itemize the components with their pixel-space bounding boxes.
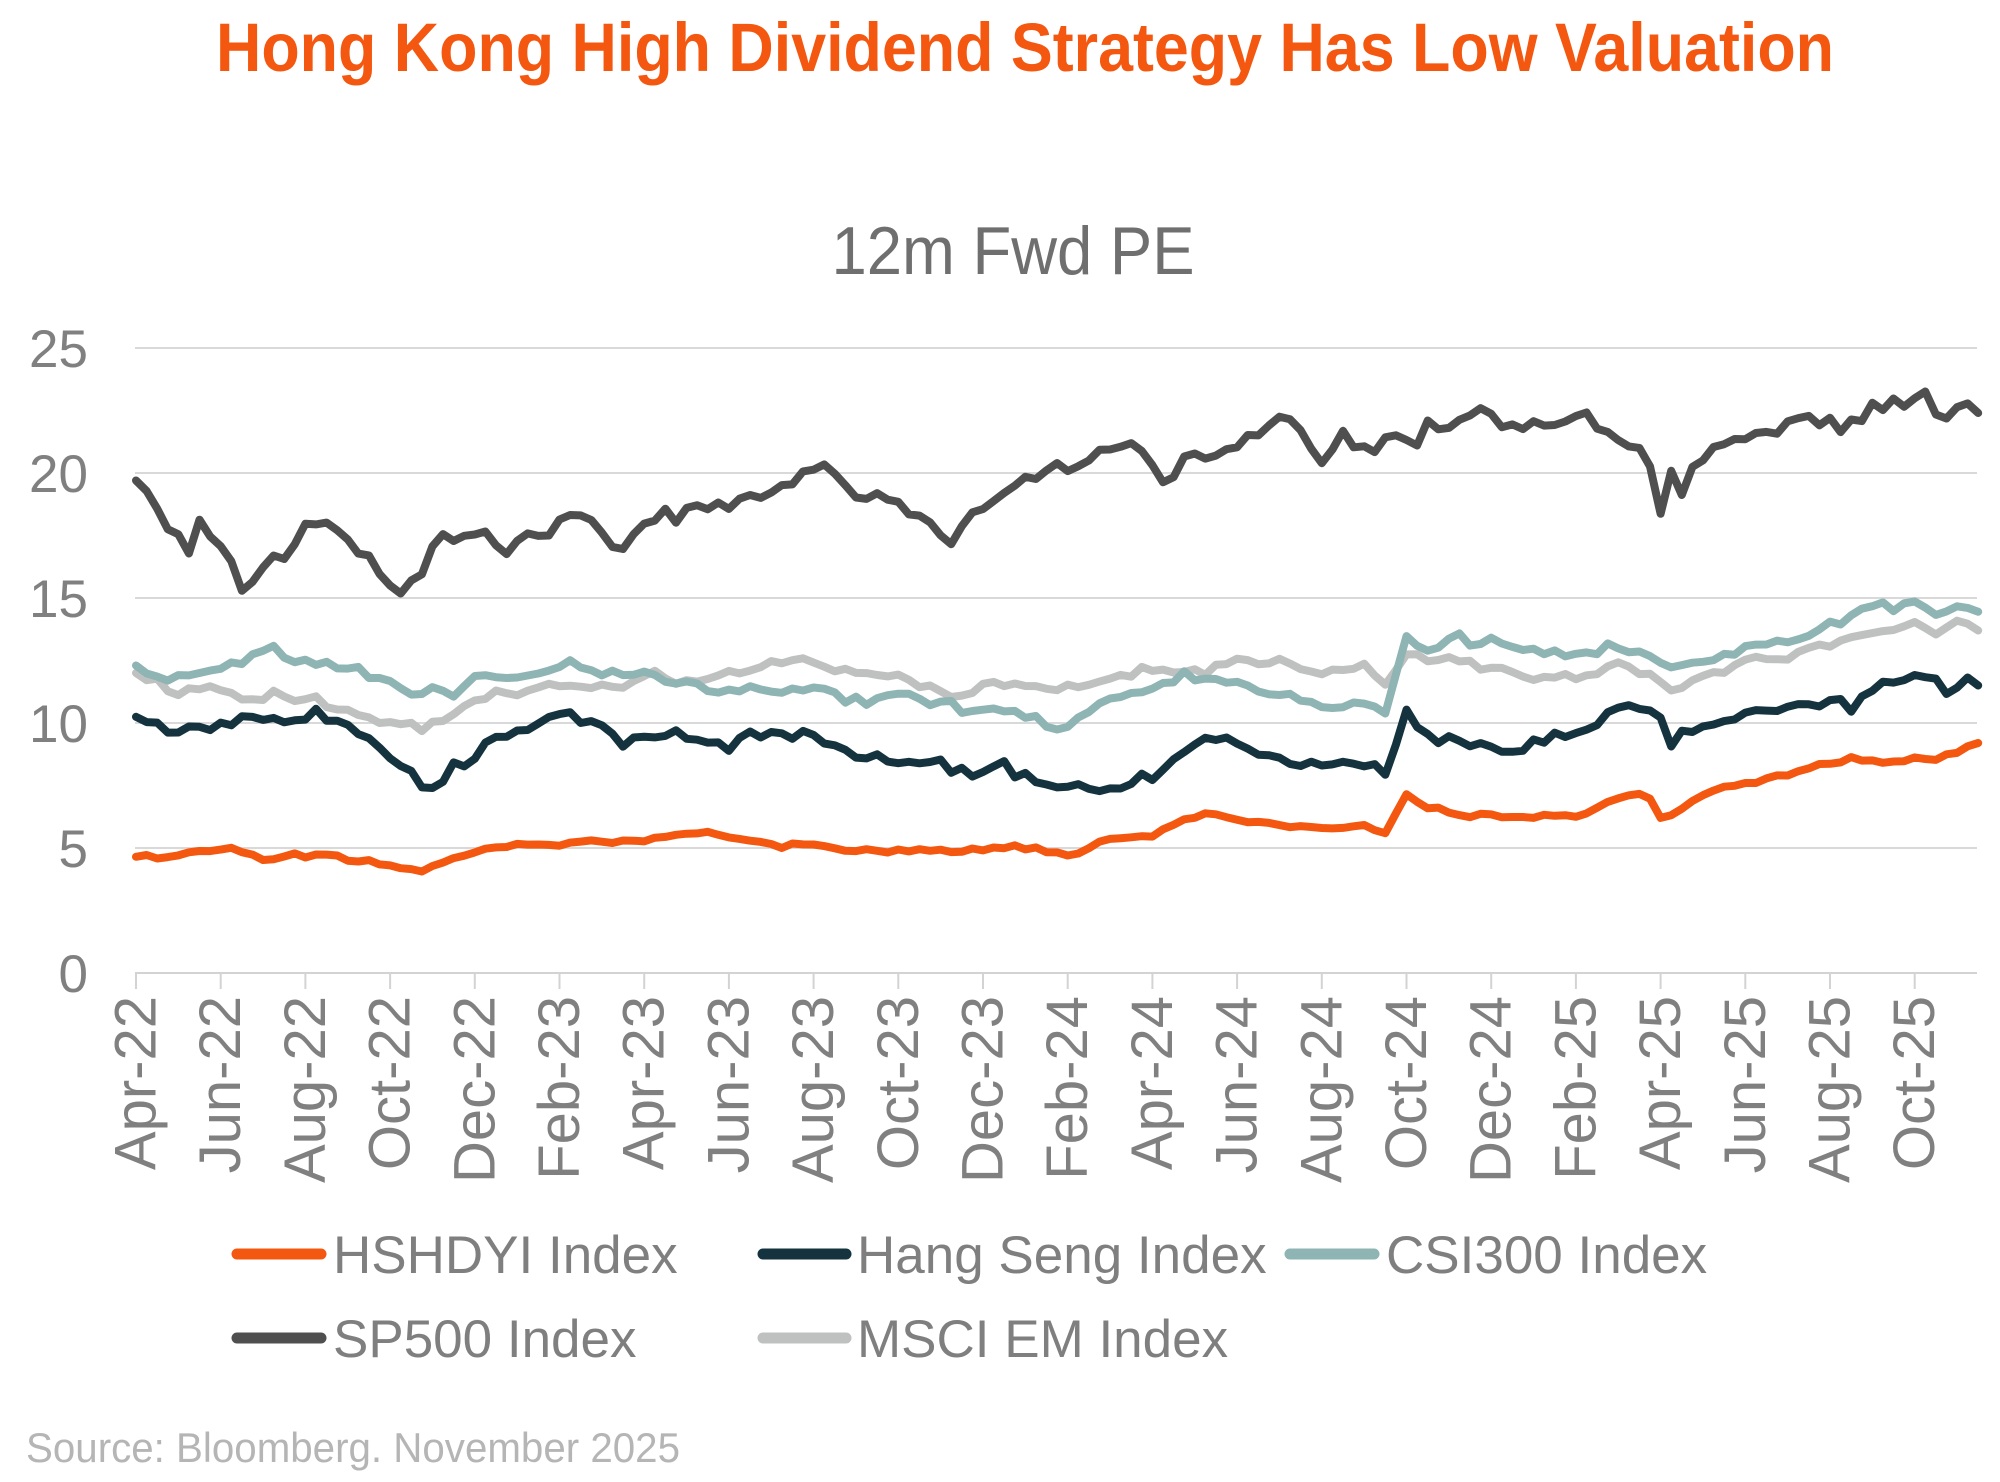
svg-text:25: 25: [29, 320, 88, 379]
svg-text:Hong Kong High Dividend Strate: Hong Kong High Dividend Strategy Has Low…: [216, 9, 1834, 86]
svg-text:Dec-23: Dec-23: [951, 996, 1016, 1183]
svg-text:Feb-25: Feb-25: [1543, 996, 1608, 1180]
svg-text:Aug-22: Aug-22: [273, 996, 338, 1183]
svg-text:Apr-24: Apr-24: [1120, 996, 1185, 1170]
svg-text:0: 0: [59, 945, 88, 1004]
svg-text:CSI300 Index: CSI300 Index: [1386, 1226, 1707, 1285]
svg-text:Source: Bloomberg. November 20: Source: Bloomberg. November 2025: [26, 1424, 680, 1471]
svg-text:SP500 Index: SP500 Index: [333, 1310, 637, 1369]
svg-text:Apr-22: Apr-22: [104, 996, 169, 1170]
svg-text:Oct-22: Oct-22: [358, 996, 423, 1170]
svg-text:Dec-22: Dec-22: [442, 996, 507, 1183]
svg-text:Apr-25: Apr-25: [1628, 996, 1693, 1170]
svg-text:20: 20: [29, 445, 88, 504]
svg-text:Jun-25: Jun-25: [1713, 996, 1778, 1173]
svg-text:Dec-24: Dec-24: [1459, 996, 1524, 1183]
svg-text:15: 15: [29, 570, 88, 629]
svg-text:10: 10: [29, 695, 88, 754]
svg-text:Feb-23: Feb-23: [527, 996, 592, 1180]
svg-text:Oct-25: Oct-25: [1882, 996, 1947, 1170]
svg-text:Jun-23: Jun-23: [696, 996, 761, 1173]
svg-text:MSCI EM Index: MSCI EM Index: [857, 1310, 1228, 1369]
svg-text:Aug-25: Aug-25: [1798, 996, 1863, 1183]
svg-text:Hang Seng Index: Hang Seng Index: [857, 1226, 1267, 1285]
svg-text:HSHDYI Index: HSHDYI Index: [333, 1226, 678, 1285]
svg-text:Jun-24: Jun-24: [1205, 996, 1270, 1173]
svg-text:Aug-24: Aug-24: [1289, 996, 1354, 1183]
svg-text:Aug-23: Aug-23: [781, 996, 846, 1183]
svg-text:Jun-22: Jun-22: [188, 996, 253, 1173]
svg-text:Feb-24: Feb-24: [1035, 996, 1100, 1180]
svg-text:Apr-23: Apr-23: [612, 996, 677, 1170]
svg-text:5: 5: [59, 820, 88, 879]
svg-text:Oct-24: Oct-24: [1374, 996, 1439, 1170]
svg-text:Oct-23: Oct-23: [866, 996, 931, 1170]
svg-text:12m Fwd PE: 12m Fwd PE: [832, 213, 1195, 289]
